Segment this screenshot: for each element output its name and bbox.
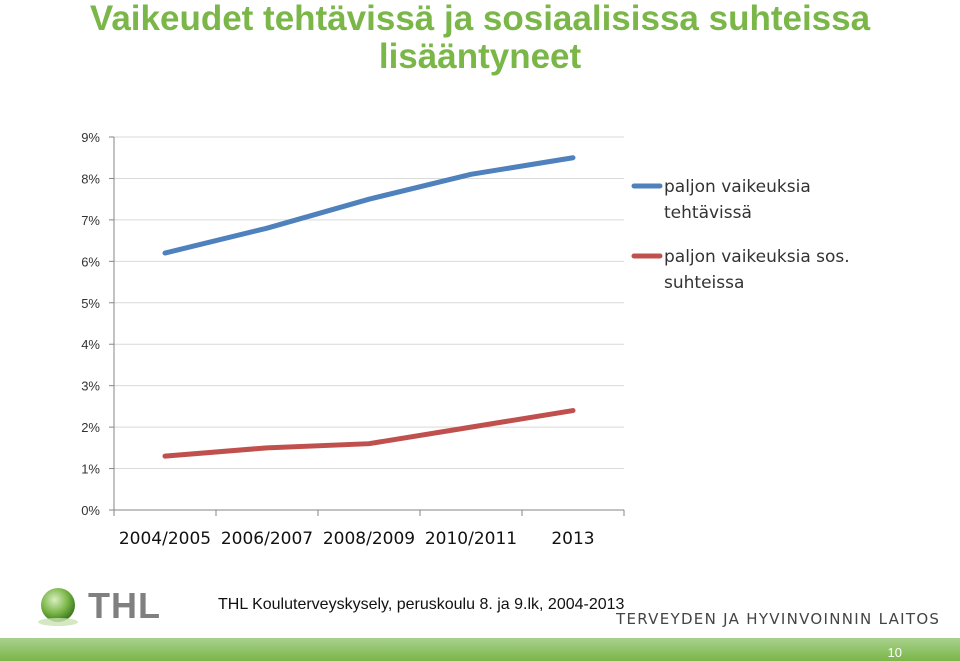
y-axis-tick-labels: 0% 1% 2% 3% 4% 5% 6% 7% 8% 9% [81, 130, 100, 518]
data-point [572, 410, 574, 412]
x-tick-label: 2006/2007 [221, 529, 313, 549]
data-point [572, 157, 574, 159]
data-point [470, 173, 472, 175]
x-tick-label: 2010/2011 [425, 529, 517, 549]
slide-title: Vaikeudet tehtävissä ja sosiaalisissa su… [0, 0, 960, 76]
series-line [162, 408, 576, 459]
y-tick-label: 0% [81, 503, 100, 518]
y-tick-label: 1% [81, 462, 100, 477]
organization-name: TERVEYDEN JA HYVINVOINNIN LAITOS [616, 610, 941, 628]
y-tick-label: 8% [81, 171, 100, 186]
title-line-1: Vaikeudet tehtävissä ja sosiaalisissa su… [89, 0, 871, 38]
y-tick-label: 2% [81, 420, 100, 435]
x-tick-label: 2004/2005 [119, 529, 211, 549]
legend-label: suhteissa [664, 273, 744, 293]
y-tick-label: 6% [81, 254, 100, 269]
source-note: THL Kouluterveyskysely, peruskoulu 8. ja… [218, 596, 625, 613]
data-point [164, 455, 166, 457]
x-tick-label: 2013 [551, 529, 594, 549]
y-tick-label: 7% [81, 213, 100, 228]
legend-label: paljon vaikeuksia [664, 177, 811, 197]
page-number: 10 [887, 645, 902, 660]
data-point [470, 426, 472, 428]
chart-legend: paljon vaikeuksia tehtävissä paljon vaikeu… [631, 177, 850, 293]
series-line [162, 155, 576, 256]
x-tick-label: 2008/2009 [323, 529, 415, 549]
data-point [164, 252, 166, 254]
chart-axes [109, 136, 625, 516]
footer-bar [0, 638, 960, 661]
data-point [368, 198, 370, 200]
x-axis-tick-labels: 2004/2005 2006/2007 2008/2009 2010/2011 2013 [119, 529, 595, 549]
globe-icon [38, 588, 78, 626]
y-tick-label: 4% [81, 337, 100, 352]
data-point [266, 447, 268, 449]
data-point [368, 443, 370, 445]
line-chart: 0%1%2%3%4%5%6%7%8%9% 2004/2005 2006/2007 2… [81, 130, 850, 549]
y-tick-label: 9% [81, 130, 100, 145]
logo-text: THL [88, 585, 161, 626]
thl-logo: THL [34, 585, 164, 629]
title-line-2: lisääntyneet [378, 37, 582, 76]
legend-label: paljon vaikeuksia sos. [664, 247, 850, 267]
y-tick-label: 5% [81, 296, 100, 311]
chart-gridlines [114, 136, 624, 511]
y-tick-label: 3% [81, 379, 100, 394]
data-point [266, 227, 268, 229]
legend-label: tehtävissä [664, 203, 752, 223]
chart-series [162, 155, 576, 459]
